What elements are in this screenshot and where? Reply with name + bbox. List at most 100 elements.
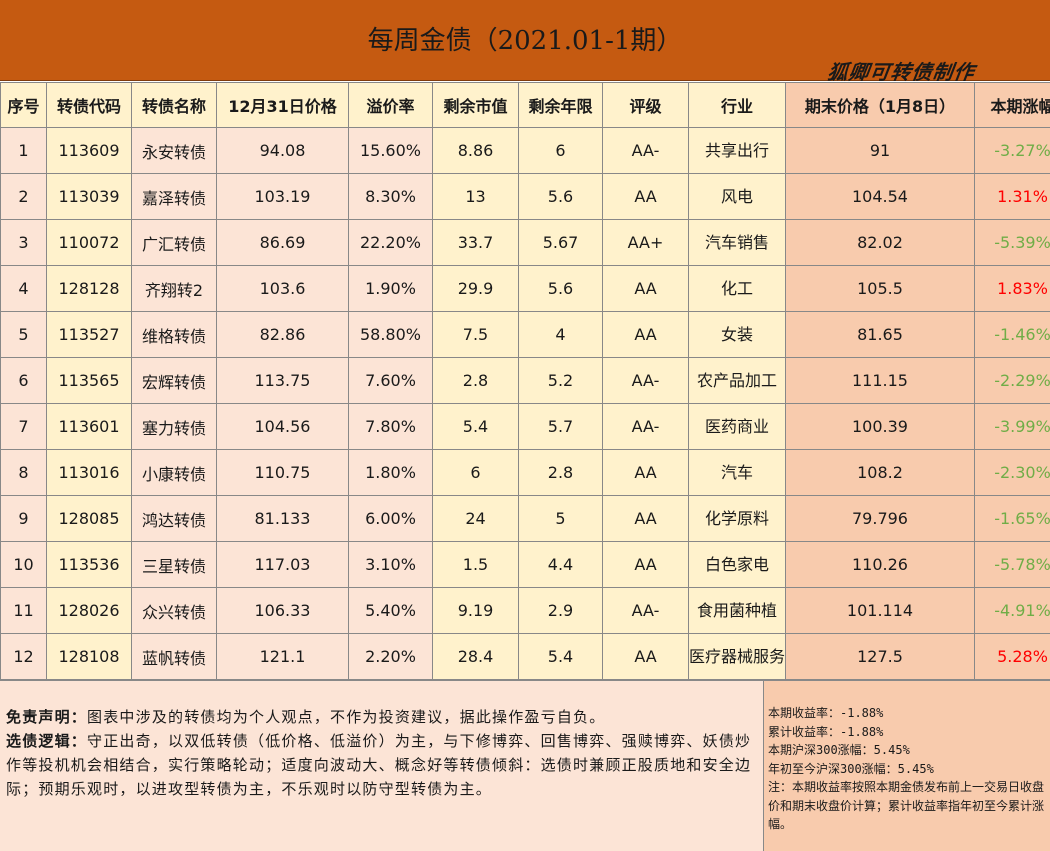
author-signature: 狐卿可转债制作 — [826, 60, 977, 84]
cell-industry: 白色家电 — [688, 541, 786, 588]
bond-table: 序号 转债代码 转债名称 12月31日价格 溢价率 剩余市值 剩余年限 评级 行… — [0, 82, 1050, 680]
cell-remaining-value: 13 — [432, 173, 519, 220]
cell-change: -4.91% — [974, 587, 1050, 634]
cell-remaining-years: 5 — [518, 495, 603, 542]
cell-industry: 食用菌种植 — [688, 587, 786, 634]
cell-rating: AA — [602, 311, 689, 358]
cell-prev-price: 121.1 — [216, 633, 349, 680]
cell-prev-price: 94.08 — [216, 127, 349, 174]
cell-code: 113601 — [46, 403, 132, 450]
cell-name: 永安转债 — [131, 127, 217, 174]
cell-name: 小康转债 — [131, 449, 217, 496]
cell-premium: 1.80% — [348, 449, 433, 496]
cell-code: 113565 — [46, 357, 132, 404]
cell-rating: AA- — [602, 403, 689, 450]
cell-rating: AA — [602, 633, 689, 680]
table-row: 5 113527 维格转债 82.86 58.80% 7.5 4 AA 女装 81.65 -1.46… — [0, 311, 1050, 358]
table-row: 9 128085 鸿达转债 81.133 6.00% 24 5 AA 化学原料 79.796 -1.… — [0, 495, 1050, 542]
cell-idx: 8 — [0, 449, 47, 496]
cell-industry: 医药商业 — [688, 403, 786, 450]
cell-rating: AA — [602, 265, 689, 312]
cell-idx: 3 — [0, 219, 47, 266]
cell-remaining-value: 28.4 — [432, 633, 519, 680]
cell-code: 113527 — [46, 311, 132, 358]
cell-industry: 汽车销售 — [688, 219, 786, 266]
cell-remaining-value: 1.5 — [432, 541, 519, 588]
cell-change: -5.39% — [974, 219, 1050, 266]
table-row: 6 113565 宏辉转债 113.75 7.60% 2.8 5.2 AA- 农产品加工 111.… — [0, 357, 1050, 404]
cell-change: -3.27% — [974, 127, 1050, 174]
cell-remaining-years: 4.4 — [518, 541, 603, 588]
cell-industry: 共享出行 — [688, 127, 786, 174]
table-row: 8 113016 小康转债 110.75 1.80% 6 2.8 AA 汽车 108.2 -2.30… — [0, 449, 1050, 496]
page-title: 每周金债（2021.01-1期） — [367, 26, 683, 56]
cell-industry: 女装 — [688, 311, 786, 358]
cell-rating: AA — [602, 173, 689, 220]
cell-change: -1.46% — [974, 311, 1050, 358]
cell-rating: AA- — [602, 587, 689, 634]
cell-premium: 2.20% — [348, 633, 433, 680]
cell-premium: 1.90% — [348, 265, 433, 312]
cell-rating: AA+ — [602, 219, 689, 266]
cell-end-price: 110.26 — [785, 541, 975, 588]
cell-name: 三星转债 — [131, 541, 217, 588]
cell-rating: AA- — [602, 357, 689, 404]
table-row: 10 113536 三星转债 117.03 3.10% 1.5 4.4 AA 白色家电 110.2… — [0, 541, 1050, 588]
logic-label: 选债逻辑： — [6, 732, 88, 750]
cell-remaining-value: 33.7 — [432, 219, 519, 266]
cell-name: 宏辉转债 — [131, 357, 217, 404]
cell-remaining-value: 9.19 — [432, 587, 519, 634]
cell-change: -2.30% — [974, 449, 1050, 496]
header-code: 转债代码 — [46, 82, 132, 128]
table-row: 2 113039 嘉泽转债 103.19 8.30% 13 5.6 AA 风电 104.54 1.3… — [0, 173, 1050, 220]
table-row: 7 113601 塞力转债 104.56 7.80% 5.4 5.7 AA- 医药商业 100.3… — [0, 403, 1050, 450]
cell-industry: 农产品加工 — [688, 357, 786, 404]
cell-code: 113039 — [46, 173, 132, 220]
cell-change: -1.65% — [974, 495, 1050, 542]
header-end-price: 期末价格（1月8日） — [785, 82, 975, 128]
cell-industry: 化工 — [688, 265, 786, 312]
cell-end-price: 105.5 — [785, 265, 975, 312]
cell-change: -2.29% — [974, 357, 1050, 404]
cell-prev-price: 103.19 — [216, 173, 349, 220]
table-row: 11 128026 众兴转债 106.33 5.40% 9.19 2.9 AA- 食用菌种植 10… — [0, 587, 1050, 634]
cell-name: 蓝帆转债 — [131, 633, 217, 680]
cell-rating: AA — [602, 495, 689, 542]
cell-code: 113609 — [46, 127, 132, 174]
cell-premium: 6.00% — [348, 495, 433, 542]
cell-premium: 7.80% — [348, 403, 433, 450]
cell-remaining-years: 2.9 — [518, 587, 603, 634]
cell-rating: AA- — [602, 127, 689, 174]
disclaimer-text: 图表中涉及的转债均为个人观点，不作为投资建议，据此操作盈亏自负。 — [87, 708, 606, 726]
hs300-period: 本期沪深300涨幅：5.45% — [768, 743, 910, 757]
header-rating: 评级 — [602, 82, 689, 128]
cell-remaining-value: 2.8 — [432, 357, 519, 404]
cell-end-price: 91 — [785, 127, 975, 174]
cell-remaining-value: 8.86 — [432, 127, 519, 174]
cell-code: 128085 — [46, 495, 132, 542]
table-row: 4 128128 齐翔转2 103.6 1.90% 29.9 5.6 AA 化工 105.5 1.8… — [0, 265, 1050, 312]
period-return: 本期收益率：-1.88% — [768, 706, 884, 720]
cell-idx: 2 — [0, 173, 47, 220]
cell-code: 110072 — [46, 219, 132, 266]
cell-prev-price: 110.75 — [216, 449, 349, 496]
cell-prev-price: 106.33 — [216, 587, 349, 634]
cell-remaining-years: 6 — [518, 127, 603, 174]
header-industry: 行业 — [688, 82, 786, 128]
cell-name: 鸿达转债 — [131, 495, 217, 542]
header-change: 本期涨幅 — [974, 82, 1050, 128]
cell-end-price: 79.796 — [785, 495, 975, 542]
cell-remaining-years: 5.2 — [518, 357, 603, 404]
table-row: 1 113609 永安转债 94.08 15.60% 8.86 6 AA- 共享出行 91 -3.2… — [0, 127, 1050, 174]
cell-remaining-years: 4 — [518, 311, 603, 358]
cell-end-price: 111.15 — [785, 357, 975, 404]
cell-prev-price: 82.86 — [216, 311, 349, 358]
cumulative-return: 累计收益率：-1.88% — [768, 724, 884, 739]
cell-name: 塞力转债 — [131, 403, 217, 450]
cell-prev-price: 117.03 — [216, 541, 349, 588]
cell-end-price: 104.54 — [785, 173, 975, 220]
cell-remaining-value: 7.5 — [432, 311, 519, 358]
cell-industry: 化学原料 — [688, 495, 786, 542]
cell-premium: 5.40% — [348, 587, 433, 634]
cell-industry: 风电 — [688, 173, 786, 220]
